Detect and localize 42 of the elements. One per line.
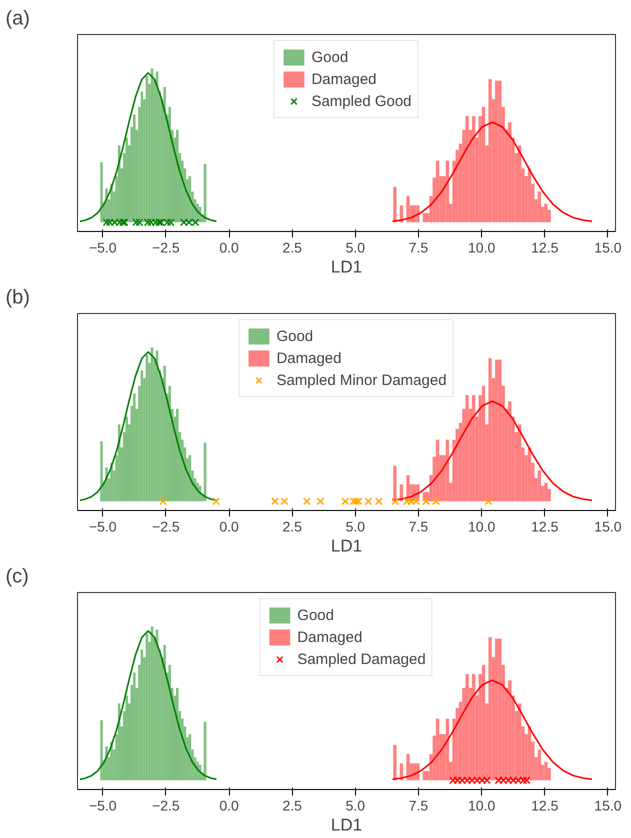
x-tick-label: −2.5 — [152, 518, 180, 534]
x-tick-label: 2.5 — [282, 518, 302, 534]
x-tick-label: 10.0 — [468, 240, 496, 256]
x-tick-label: 0.0 — [219, 518, 239, 534]
legend-label: Good — [276, 328, 314, 344]
x-tick-label: −5.0 — [88, 240, 117, 256]
legend-label: Damaged — [311, 70, 377, 88]
chart-title: (c) — [6, 566, 29, 588]
x-tick-label: 7.5 — [408, 240, 428, 256]
legend-label: Sampled Good — [311, 92, 412, 110]
legend-label: Sampled Damaged — [297, 650, 426, 668]
legend-label: Good — [311, 48, 348, 66]
x-tick-label: 7.5 — [408, 518, 428, 534]
legend-label: Damaged — [276, 350, 342, 366]
x-tick-label: 0.0 — [219, 798, 239, 814]
x-tick-label: −5.0 — [88, 798, 117, 814]
x-axis-title: LD1 — [330, 258, 362, 276]
x-tick-label: 5.0 — [346, 240, 366, 256]
legend-label: Sampled Minor Damaged — [276, 372, 447, 388]
x-tick-label: −2.5 — [152, 240, 180, 256]
x-tick-label: 12.5 — [531, 240, 559, 256]
x-tick-label: 15.0 — [594, 518, 622, 534]
x-tick-label: 12.5 — [531, 518, 559, 534]
x-tick-label: 15.0 — [594, 798, 622, 814]
x-tick-label: 5.0 — [346, 518, 366, 534]
x-axis-title: LD1 — [330, 816, 362, 834]
legend-label: Damaged — [297, 628, 362, 646]
x-tick-label: 7.5 — [408, 798, 428, 814]
x-tick-label: −5.0 — [88, 518, 117, 534]
chart-title: (b) — [6, 286, 30, 308]
x-tick-label: 10.0 — [468, 798, 496, 814]
x-tick-label: 2.5 — [282, 798, 302, 814]
x-tick-label: 2.5 — [282, 240, 302, 256]
chart-title: (a) — [6, 8, 30, 30]
x-tick-label: 15.0 — [594, 240, 622, 256]
x-tick-label: 0.0 — [219, 240, 239, 256]
x-tick-label: 12.5 — [531, 798, 559, 814]
x-tick-label: −2.5 — [152, 798, 180, 814]
legend-label: Good — [297, 606, 334, 624]
x-axis-title: LD1 — [330, 536, 362, 556]
x-tick-label: 10.0 — [468, 518, 496, 534]
x-tick-label: 5.0 — [346, 798, 366, 814]
